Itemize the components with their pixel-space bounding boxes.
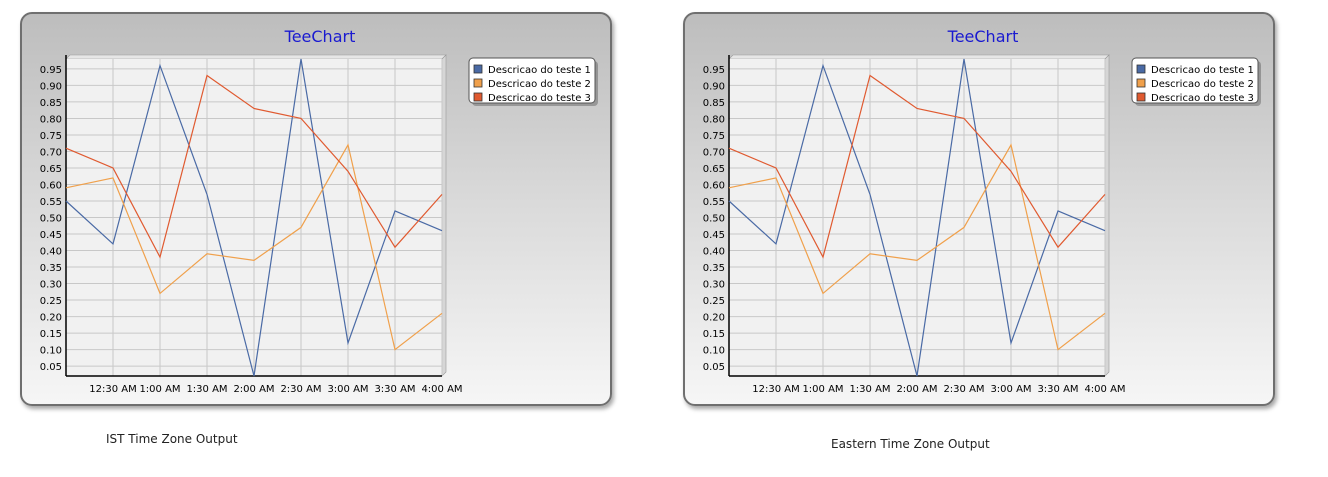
chart-caption-eastern: Eastern Time Zone Output [831, 437, 990, 451]
x-tick-label: 12:30 AM [752, 384, 799, 395]
series-line-3 [728, 74, 1106, 259]
chart-title: TeeChart [284, 27, 356, 46]
y-tick-label: 0.60 [40, 180, 62, 191]
x-tick-label: 2:00 AM [233, 384, 274, 395]
legend-swatch [473, 64, 483, 74]
y-tick-label: 0.45 [703, 230, 725, 241]
x-tick-label: 3:30 AM [374, 384, 415, 395]
x-tick-label: 1:00 AM [139, 384, 180, 395]
y-tick-label: 0.10 [703, 346, 725, 357]
series-line-1 [65, 58, 443, 377]
y-tick-label: 0.20 [703, 313, 725, 324]
y-tick-label: 0.25 [40, 296, 62, 307]
chart-panel-eastern: TeeChart 0.05 0.10 0.15 0.20 0.25 0.30 0.35 0.40… [683, 12, 1275, 406]
legend-swatch [1136, 64, 1146, 74]
y-tick-label: 0.10 [40, 346, 62, 357]
legend-swatch [473, 78, 483, 88]
legend-swatch [1136, 92, 1146, 102]
y-tick-label: 0.75 [40, 131, 62, 142]
y-tick-label: 0.50 [703, 214, 725, 225]
y-tick-label: 0.70 [40, 147, 62, 158]
y-tick-label: 0.25 [703, 296, 725, 307]
legend-label: Descricao do teste 3 [1151, 93, 1254, 104]
y-tick-label: 0.50 [40, 214, 62, 225]
plot-top-wall [65, 54, 447, 60]
x-tick-label: 1:30 AM [849, 384, 890, 395]
y-tick-label: 0.90 [40, 81, 62, 92]
y-tick-label: 0.95 [703, 65, 725, 76]
series-line-3 [65, 74, 443, 259]
y-tick-label: 0.20 [40, 313, 62, 324]
y-tick-label: 0.60 [703, 180, 725, 191]
plot-side-wall [1104, 54, 1110, 377]
y-tick-label: 0.65 [40, 164, 62, 175]
y-tick-label: 0.55 [40, 197, 62, 208]
legend-label: Descricao do teste 2 [1151, 79, 1254, 90]
y-tick-label: 0.35 [703, 263, 725, 274]
x-tick-label: 3:30 AM [1037, 384, 1078, 395]
y-tick-label: 0.15 [703, 329, 725, 340]
y-tick-label: 0.40 [703, 247, 725, 258]
x-tick-label: 3:00 AM [327, 384, 368, 395]
y-tick-label: 0.95 [40, 65, 62, 76]
legend-swatch [473, 92, 483, 102]
y-tick-label: 0.15 [40, 329, 62, 340]
legend-label: Descricao do teste 2 [488, 79, 591, 90]
x-tick-label: 3:00 AM [990, 384, 1031, 395]
y-tick-label: 0.70 [703, 147, 725, 158]
y-tick-label: 0.45 [40, 230, 62, 241]
chart-title: TeeChart [947, 27, 1019, 46]
plot-top-wall [728, 54, 1110, 60]
series-line-2 [65, 143, 443, 351]
y-tick-label: 0.30 [40, 280, 62, 291]
legend-box [1131, 57, 1259, 104]
chart-svg: TeeChart 0.05 0.10 0.15 0.20 0.25 0.30 0.35 0.40… [40, 27, 598, 395]
chart-caption-ist: IST Time Zone Output [106, 432, 238, 446]
x-tick-label: 2:00 AM [896, 384, 937, 395]
y-tick-label: 0.05 [703, 362, 725, 373]
legend-swatch [1136, 78, 1146, 88]
y-tick-label: 0.80 [703, 114, 725, 125]
y-tick-label: 0.05 [40, 362, 62, 373]
y-tick-label: 0.40 [40, 247, 62, 258]
series-line-1 [728, 58, 1106, 377]
chart-svg: TeeChart 0.05 0.10 0.15 0.20 0.25 0.30 0.35 0.40… [703, 27, 1261, 395]
x-tick-label: 12:30 AM [89, 384, 136, 395]
legend-label: Descricao do teste 1 [488, 65, 591, 76]
y-tick-label: 0.85 [703, 98, 725, 109]
x-tick-label: 1:30 AM [186, 384, 227, 395]
y-tick-label: 0.90 [703, 81, 725, 92]
y-tick-label: 0.55 [703, 197, 725, 208]
y-tick-label: 0.65 [703, 164, 725, 175]
plot-side-wall [441, 54, 447, 377]
legend-box [468, 57, 596, 104]
x-tick-label: 4:00 AM [421, 384, 462, 395]
y-tick-label: 0.35 [40, 263, 62, 274]
y-tick-label: 0.75 [703, 131, 725, 142]
x-tick-label: 4:00 AM [1084, 384, 1125, 395]
y-tick-label: 0.80 [40, 114, 62, 125]
legend-label: Descricao do teste 3 [488, 93, 591, 104]
x-tick-label: 2:30 AM [943, 384, 984, 395]
x-tick-label: 2:30 AM [280, 384, 321, 395]
series-line-2 [728, 143, 1106, 351]
legend-label: Descricao do teste 1 [1151, 65, 1254, 76]
y-tick-label: 0.85 [40, 98, 62, 109]
y-tick-label: 0.30 [703, 280, 725, 291]
chart-panel-ist: TeeChart 0.05 0.10 0.15 0.20 0.25 0.30 0.35 0.40… [20, 12, 612, 406]
x-tick-label: 1:00 AM [802, 384, 843, 395]
